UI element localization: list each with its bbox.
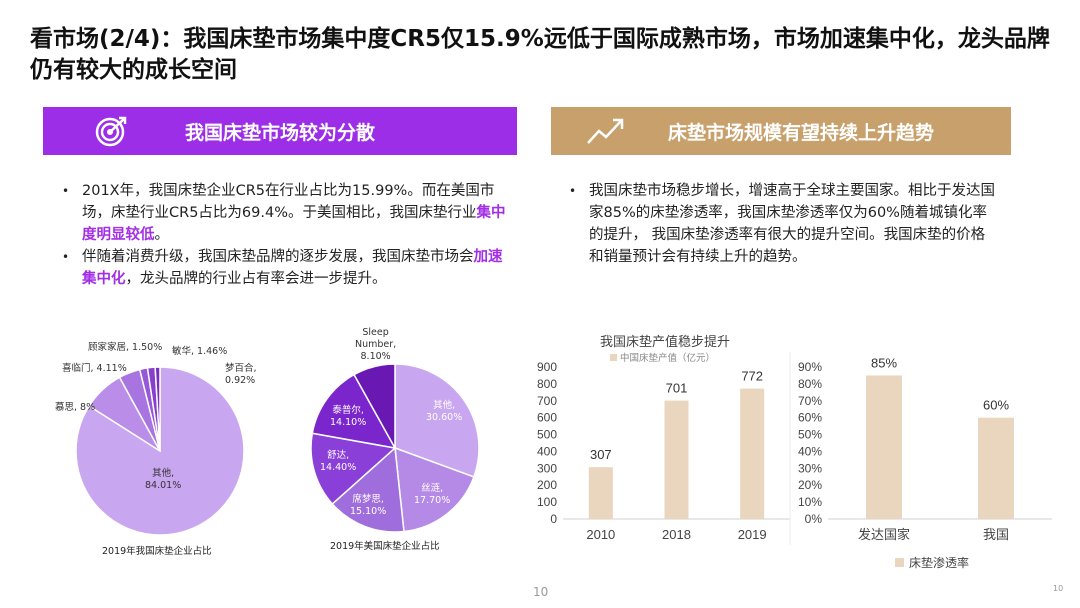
bar2-ytick: 50%	[798, 428, 822, 442]
page-number-corner: 10	[1053, 584, 1064, 593]
pie2-slice-3	[310, 432, 397, 506]
bar2-ytick: 70%	[798, 394, 822, 408]
bar1-category-label: 2019	[738, 527, 767, 542]
bar1-title: 我国床垫产值稳步提升	[600, 334, 730, 349]
right-banner-label: 床垫市场规模有望持续上升趋势	[667, 121, 934, 144]
bar1-ytick: 800	[537, 377, 557, 391]
page-number: 10	[533, 585, 549, 599]
bar1-category-label: 2018	[662, 527, 691, 542]
bar2-ytick: 30%	[798, 461, 822, 475]
bar2-ytick: 0%	[805, 512, 823, 526]
bar1-ytick: 700	[537, 394, 557, 408]
left-section-banner: 我国床垫市场较为分散	[43, 107, 517, 155]
bar1-ytick: 500	[537, 428, 557, 442]
right-bullet-list: 我国床垫市场稳步增长，增速高于全球主要国家。相比于发达国家85%的床垫渗透率，我…	[565, 180, 995, 268]
left-bullet-list: 201X年，我国床垫企业CR5在行业占比为15.99%。而在美国市场，床垫行业C…	[58, 180, 508, 290]
pie1-label-minhua: 敏华, 1.46%	[172, 346, 228, 357]
target-icon	[95, 116, 127, 147]
bar1-bar	[664, 400, 689, 519]
bar2-bar	[978, 417, 1014, 519]
pie1-label-gujia: 顾家家居, 1.50%	[88, 342, 163, 353]
bar1-ytick: 300	[537, 461, 557, 475]
pie1-slice-5	[154, 366, 161, 452]
left-bullet-1: 201X年，我国床垫企业CR5在行业占比为15.99%。而在美国市场，床垫行业C…	[58, 180, 508, 246]
pie2-label-taipuer: 泰普尔, 14.10%	[330, 405, 367, 428]
right-section-banner: 床垫市场规模有望持续上升趋势	[551, 107, 1011, 155]
bar1-ytick: 900	[537, 360, 557, 374]
bar1-ytick: 100	[537, 495, 557, 509]
pie2-slice-2	[331, 446, 405, 533]
bar2-legend-label: 床垫渗透率	[909, 555, 969, 570]
bar2-ytick: 80%	[798, 377, 822, 391]
pie2-slice-5	[353, 363, 396, 451]
bar2-ytick: 90%	[798, 360, 822, 374]
left-bullet-2: 伴随着消费升级，我国床垫品牌的逐步发展，我国床垫市场会加速集中化，龙头品牌的行业…	[58, 246, 508, 290]
pie2-label-silian: 丝涟, 17.70%	[414, 483, 451, 506]
pie1-label-xilinmen: 喜临门, 4.11%	[62, 363, 127, 374]
bar1-category-label: 2010	[586, 527, 615, 542]
bar1-value-label: 772	[741, 369, 763, 384]
pie1-label-musi: 慕思, 8%	[55, 402, 96, 413]
bar2-value-label: 60%	[983, 398, 1009, 413]
bar2-bar	[866, 375, 902, 519]
pie2-caption: 2019年美国床垫企业占比	[330, 541, 440, 552]
pie2-label-shuda: 舒达, 14.40%	[320, 450, 357, 473]
pie1-label-other: 其他, 84.01%	[145, 468, 182, 491]
page-title: 看市场(2/4)：我国床垫市场集中度CR5仅15.9%远低于国际成熟市场，市场加…	[30, 26, 1050, 83]
bar1-ytick: 0	[550, 512, 557, 526]
pie2-label-other: 其他, 30.60%	[426, 400, 463, 423]
bar1-value-label: 307	[590, 447, 612, 462]
bar2-value-label: 85%	[871, 355, 897, 370]
pie2-slice-4	[311, 373, 397, 450]
bar2-category-label: 发达国家	[858, 527, 910, 542]
bar1-ytick: 200	[537, 478, 557, 492]
pie2-slice-0	[394, 363, 480, 478]
bar2-ytick: 40%	[798, 444, 822, 458]
bar2-legend-swatch	[895, 558, 904, 567]
left-banner-label: 我国床垫市场较为分散	[184, 121, 375, 144]
bar2-ytick: 10%	[798, 495, 822, 509]
pie2-slice-1	[394, 446, 475, 533]
bar1-legend-label: 中国床垫产值（亿元）	[620, 352, 715, 364]
highlight-text: 加速集中化	[82, 249, 503, 287]
bar1-value-label: 701	[666, 381, 688, 396]
bar1-legend-swatch	[610, 354, 617, 361]
pie1-label-mengbaihe: 梦百合, 0.92%	[225, 363, 257, 386]
bar2-ytick: 60%	[798, 411, 822, 425]
pie2-label-sleepnumber: Sleep Number, 8.10%	[355, 327, 397, 362]
bar2-category-label: 我国	[983, 527, 1009, 542]
trend-up-icon	[587, 118, 624, 144]
right-bullet-1: 我国床垫市场稳步增长，增速高于全球主要国家。相比于发达国家85%的床垫渗透率，我…	[565, 180, 995, 268]
highlight-text: 集中度明显较低	[82, 205, 506, 243]
pie2-label-ximengsi: 席梦思, 15.10%	[350, 494, 387, 517]
bar1-bar	[588, 467, 613, 519]
bar2-ytick: 20%	[798, 478, 822, 492]
bar1-ytick: 600	[537, 411, 557, 425]
pie1-caption: 2019年我国床垫企业占比	[102, 546, 212, 557]
bar1-bar	[740, 388, 765, 519]
bar1-ytick: 400	[537, 444, 557, 458]
